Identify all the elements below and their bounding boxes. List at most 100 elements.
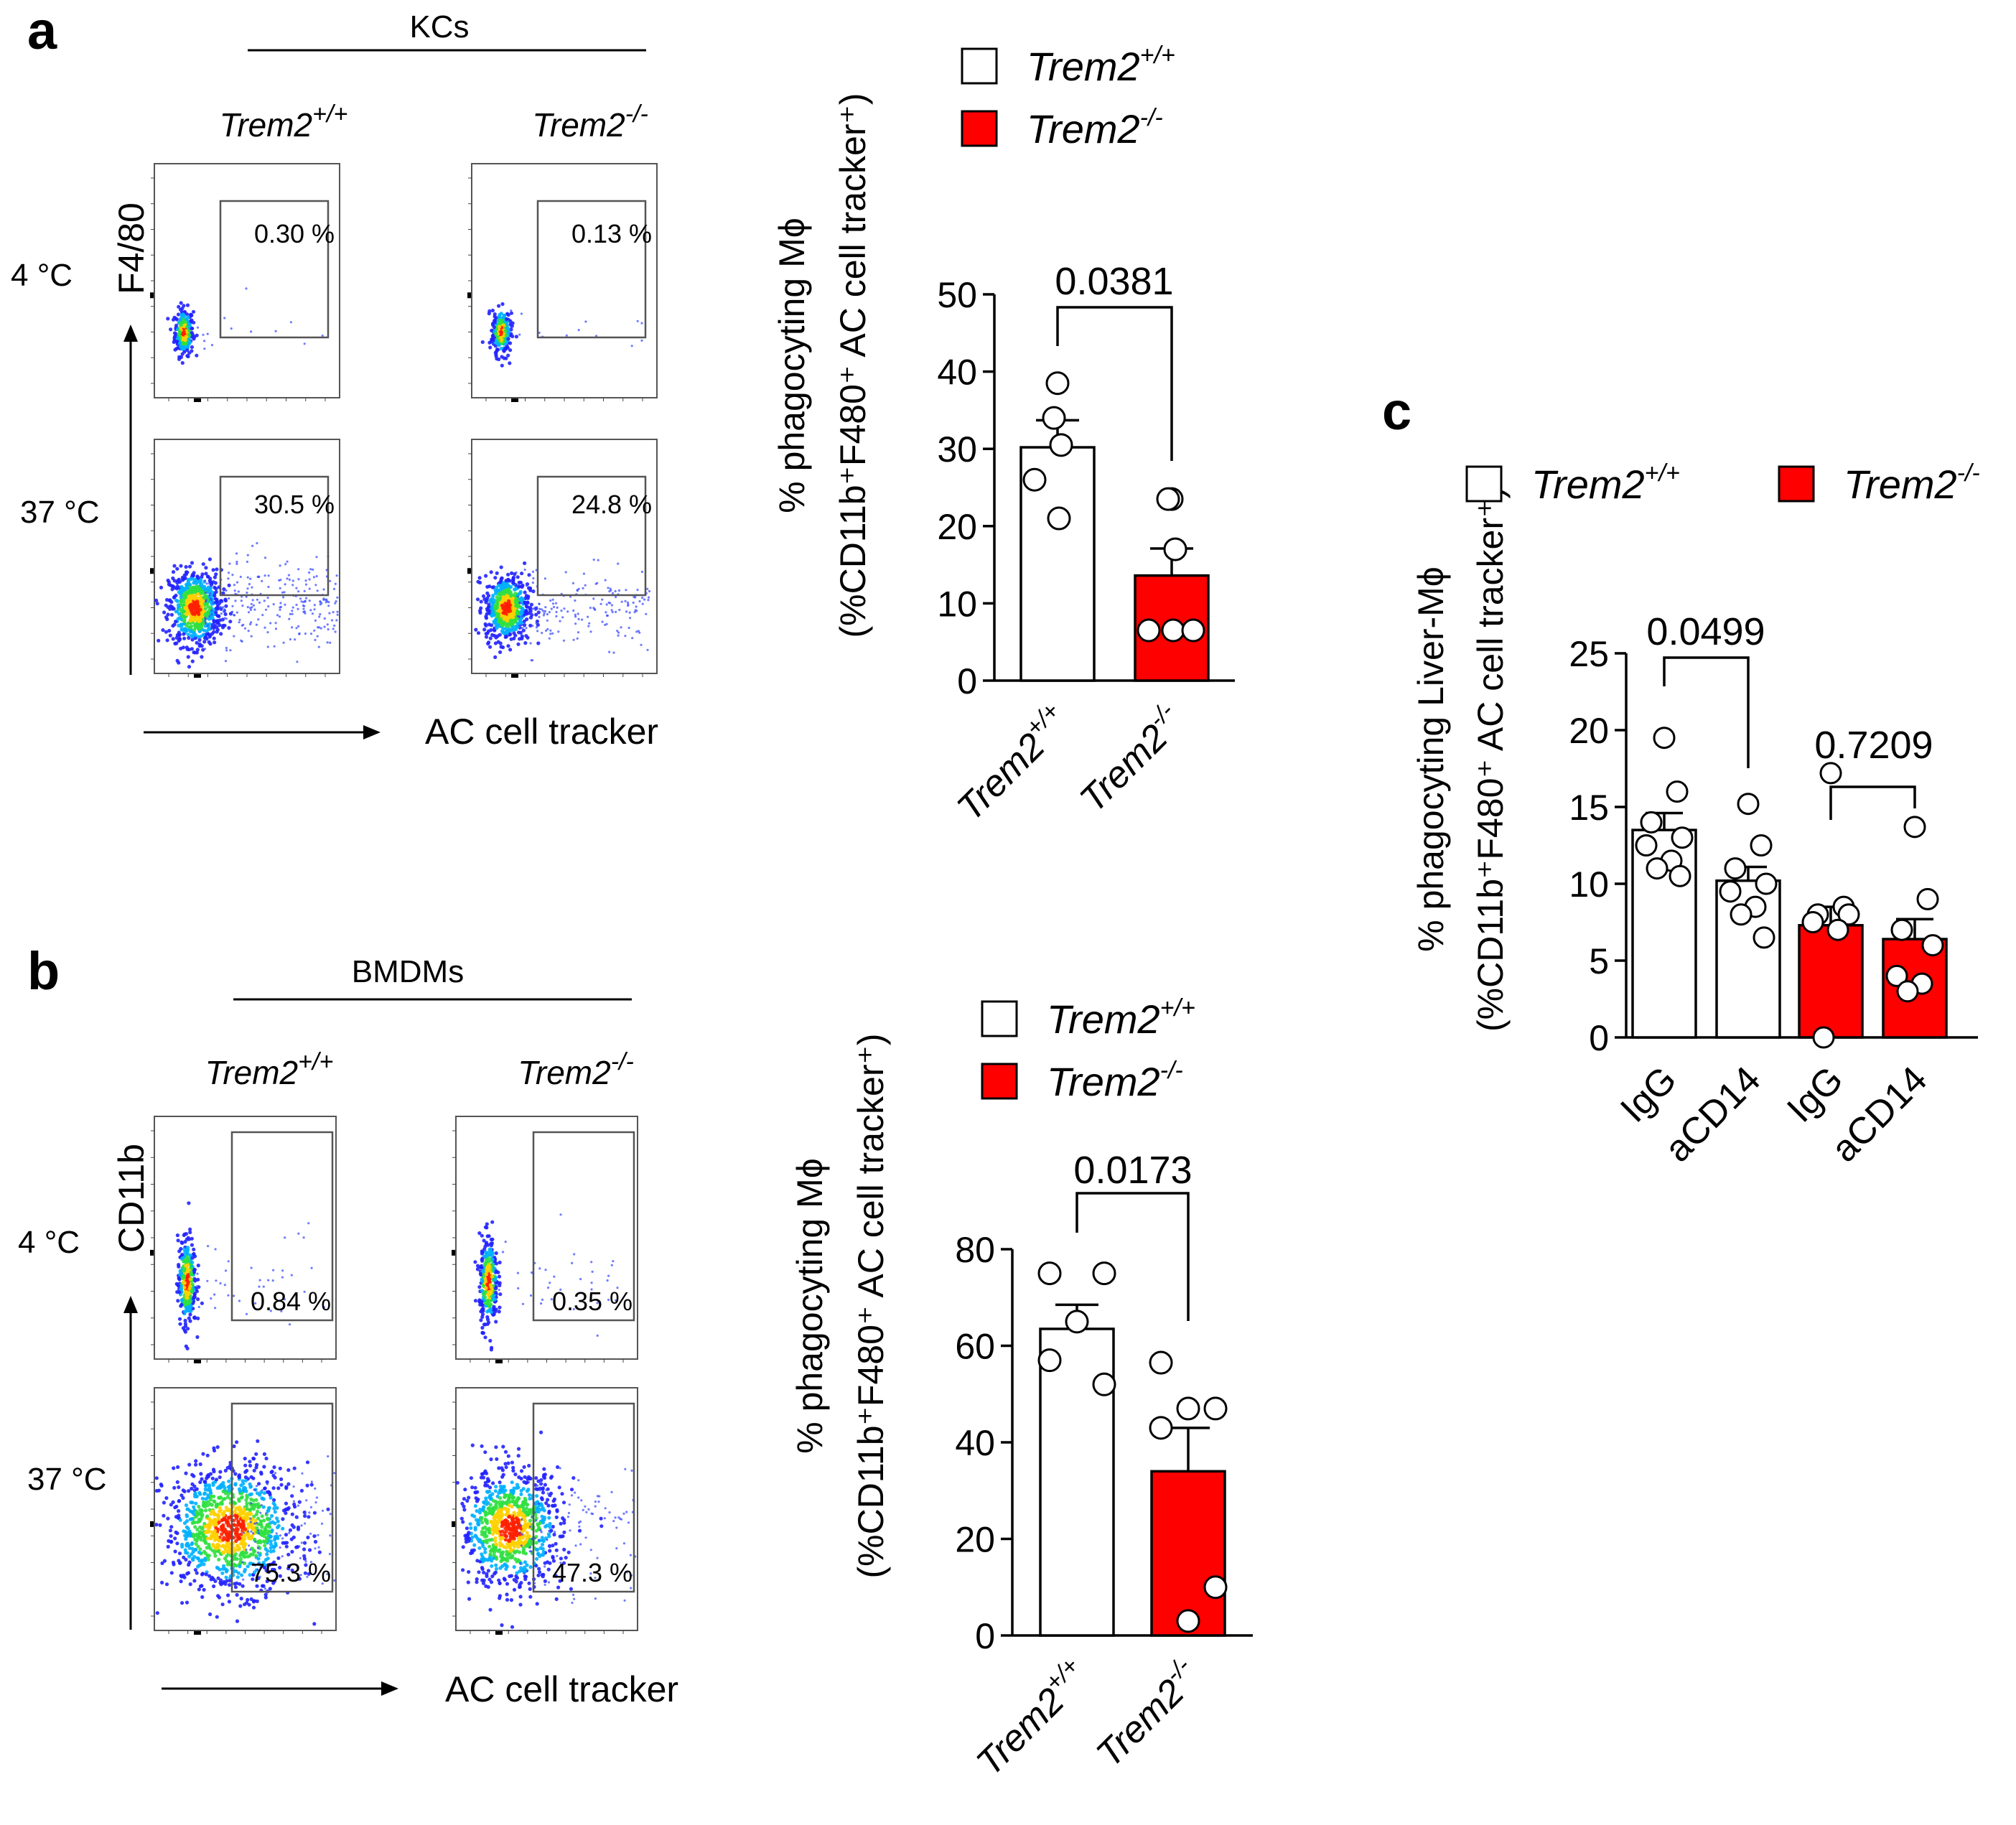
data-point bbox=[1149, 1416, 1173, 1440]
data-point bbox=[1065, 1310, 1089, 1334]
panel-a-y-arrowhead bbox=[123, 325, 138, 342]
significance-bracket bbox=[1829, 785, 1916, 820]
x-category-label: aCD14 bbox=[1657, 1058, 1768, 1170]
flow-plot-b-wt-4c: 0.84 % bbox=[150, 1116, 337, 1363]
y-tick-label: 15 bbox=[1569, 788, 1609, 828]
legend-label: Trem2-/- bbox=[1047, 1057, 1183, 1104]
data-point bbox=[1049, 433, 1073, 457]
data-point bbox=[1896, 980, 1919, 1003]
gate-percentage: 0.84 % bbox=[251, 1287, 331, 1316]
x-category-label: IgG bbox=[1779, 1058, 1851, 1130]
significance-bracket bbox=[1075, 1192, 1190, 1321]
significance-bracket bbox=[1056, 306, 1173, 461]
significance-bracket bbox=[1663, 656, 1750, 768]
data-point bbox=[1149, 1350, 1173, 1375]
p-value-label: 0.0381 bbox=[1055, 260, 1173, 303]
flow-plot-a-ko-4c: 0.13 % bbox=[467, 163, 658, 402]
p-value-label: 0.7209 bbox=[1814, 724, 1933, 767]
panel-a-header: KCs bbox=[409, 9, 469, 45]
gate-percentage: 47.3 % bbox=[552, 1558, 633, 1587]
panel-a-y-marker: F4/80 bbox=[111, 202, 151, 294]
y-tick-label: 20 bbox=[955, 1520, 995, 1560]
data-point bbox=[1181, 618, 1205, 643]
flow-plot-b-ko-37c: 47.3 % bbox=[452, 1387, 638, 1635]
y-tick-label: 30 bbox=[937, 429, 977, 470]
y-tick-label: 50 bbox=[937, 275, 977, 315]
data-point bbox=[1161, 618, 1185, 643]
legend-label: Trem2+/+ bbox=[1027, 42, 1175, 89]
gate-percentage: 75.3 % bbox=[251, 1558, 331, 1587]
panel-a-temp-warm: 37 °C bbox=[20, 495, 100, 530]
x-category-label: IgG bbox=[1613, 1058, 1684, 1130]
y-tick-label: 40 bbox=[955, 1423, 995, 1463]
data-point bbox=[1903, 816, 1926, 839]
y-axis-label-line1: % phagocyting Mϕ bbox=[790, 1158, 830, 1454]
y-axis-label-line2: (%CD11b⁺F480⁺ AC cell tracker⁺) bbox=[833, 93, 873, 638]
data-point bbox=[1203, 1396, 1228, 1421]
gate-percentage: 30.5 % bbox=[254, 490, 335, 519]
y-tick-label: 25 bbox=[1569, 634, 1609, 674]
panel-a-x-arrowhead bbox=[363, 725, 381, 739]
x-category-label: Trem2+/+ bbox=[946, 697, 1078, 829]
data-point bbox=[1163, 537, 1187, 561]
flow-plot-a-wt-37c: 30.5 % bbox=[150, 439, 340, 678]
flow-plot-b-wt-37c: 75.3 % bbox=[150, 1387, 337, 1635]
y-axis-label-line1: % phagocyting Liver-Mϕ bbox=[1411, 566, 1451, 952]
panel-b-genotype-wt: Trem2+/+ bbox=[205, 1048, 334, 1091]
data-point bbox=[1176, 1609, 1200, 1633]
panel-b-letter: b bbox=[27, 941, 60, 1001]
data-point bbox=[1755, 872, 1778, 895]
legend-swatch bbox=[1778, 465, 1815, 503]
data-point bbox=[1635, 834, 1658, 857]
data-point bbox=[1666, 780, 1689, 803]
data-point bbox=[1176, 1396, 1200, 1421]
legend-swatch bbox=[1465, 465, 1503, 503]
legend-swatch bbox=[981, 1000, 1018, 1037]
data-point bbox=[1885, 964, 1908, 987]
y-tick-label: 0 bbox=[975, 1616, 995, 1656]
legend-swatch bbox=[961, 47, 998, 85]
data-point bbox=[1671, 826, 1694, 849]
data-point bbox=[1092, 1261, 1116, 1286]
panel-b-x-arrowhead bbox=[381, 1681, 398, 1696]
x-category-label: Trem2-/- bbox=[1069, 697, 1192, 820]
panel-b-x-marker: AC cell tracker bbox=[445, 1669, 678, 1709]
gate-percentage: 0.13 % bbox=[571, 219, 652, 248]
panel-c-letter: c bbox=[1382, 381, 1411, 441]
data-point bbox=[1750, 834, 1773, 857]
gate-percentage: 0.30 % bbox=[254, 219, 335, 248]
data-point bbox=[1724, 857, 1747, 880]
data-point bbox=[1916, 887, 1939, 910]
chart-a: 0 10 20 30 40 50 % phagocyting Mϕ (%CD11b⁺F480⁺… bbox=[772, 42, 1235, 829]
data-point bbox=[1890, 918, 1913, 941]
y-tick-label: 60 bbox=[955, 1327, 995, 1367]
data-point bbox=[1203, 1575, 1228, 1600]
y-tick-label: 0 bbox=[957, 661, 977, 701]
legend-label: Trem2+/+ bbox=[1531, 459, 1680, 507]
data-point bbox=[1646, 857, 1669, 880]
flow-plot-a-wt-4c: 0.30 % bbox=[150, 163, 340, 402]
legend-label: Trem2-/- bbox=[1844, 459, 1980, 507]
x-category-label: Trem2-/- bbox=[1086, 1652, 1208, 1775]
x-category-label: aCD14 bbox=[1824, 1058, 1935, 1170]
data-point bbox=[1921, 934, 1944, 957]
data-point bbox=[1037, 1348, 1062, 1373]
flow-plot-b-ko-4c: 0.35 % bbox=[452, 1116, 638, 1363]
data-point bbox=[1022, 467, 1047, 492]
y-tick-label: 5 bbox=[1589, 941, 1609, 981]
y-tick-label: 20 bbox=[1569, 711, 1609, 751]
x-category-label: Trem2+/+ bbox=[966, 1652, 1098, 1784]
panel-a-letter: a bbox=[27, 1, 57, 60]
data-point bbox=[1669, 864, 1691, 887]
panel-b-header: BMDMs bbox=[352, 954, 464, 989]
data-point bbox=[1737, 793, 1760, 816]
flow-plot-a-ko-37c: 24.8 % bbox=[467, 439, 658, 678]
p-value-label: 0.0173 bbox=[1073, 1149, 1192, 1192]
legend-swatch bbox=[961, 110, 998, 147]
data-point bbox=[1837, 903, 1860, 926]
chart-c: 0 5 10 15 20 25 % phagocyting Liver-Mϕ (%CD11b⁺… bbox=[1411, 459, 1980, 1170]
data-point bbox=[1826, 918, 1849, 941]
data-point bbox=[1037, 1261, 1062, 1286]
chart-b: 0 20 40 60 80 % phagocyting Mϕ (%CD11b⁺F480⁺ A… bbox=[790, 994, 1253, 1784]
